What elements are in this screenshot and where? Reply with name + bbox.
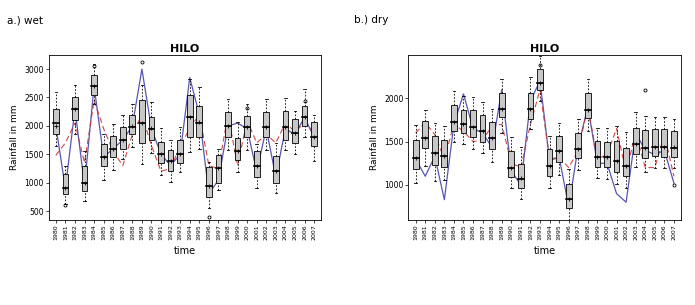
Bar <box>423 121 428 148</box>
Text: a.) wet: a.) wet <box>7 15 43 25</box>
Bar <box>518 164 524 188</box>
Bar <box>91 75 97 95</box>
Bar <box>528 93 533 119</box>
Bar <box>244 116 250 137</box>
Bar <box>187 95 193 137</box>
Bar <box>225 112 231 137</box>
Bar <box>566 184 571 208</box>
Bar <box>441 140 447 167</box>
Bar <box>499 93 505 117</box>
Bar <box>642 130 648 158</box>
Bar <box>537 69 543 90</box>
Bar <box>149 117 154 140</box>
Bar <box>197 106 202 137</box>
Y-axis label: Rainfall in mm: Rainfall in mm <box>10 105 19 170</box>
Bar <box>311 122 317 146</box>
Bar <box>480 115 486 142</box>
Bar <box>556 135 562 162</box>
Bar <box>215 156 221 183</box>
Title: HILO: HILO <box>530 44 559 54</box>
Bar <box>471 110 476 137</box>
Bar <box>614 141 619 172</box>
Bar <box>273 156 279 183</box>
Bar <box>489 122 495 149</box>
Bar <box>451 105 457 131</box>
Bar <box>206 167 212 197</box>
Bar <box>167 150 174 171</box>
Bar <box>254 151 259 177</box>
Bar <box>509 151 514 177</box>
Bar <box>671 131 677 157</box>
Bar <box>101 144 106 166</box>
Bar <box>120 127 126 149</box>
Bar <box>263 112 269 137</box>
Bar <box>292 119 298 143</box>
Bar <box>575 133 581 158</box>
X-axis label: time: time <box>174 246 196 256</box>
Bar <box>547 149 553 176</box>
Bar <box>594 141 600 167</box>
Bar <box>111 136 116 157</box>
Bar <box>139 100 145 143</box>
Bar <box>623 148 629 176</box>
Text: b.) dry: b.) dry <box>354 15 389 25</box>
Bar <box>177 140 183 163</box>
Bar <box>662 129 667 157</box>
Bar <box>632 128 639 154</box>
Bar <box>461 109 466 133</box>
Title: HILO: HILO <box>170 44 199 54</box>
Bar <box>283 110 288 140</box>
Bar <box>413 140 418 169</box>
Bar <box>604 142 610 167</box>
Bar <box>81 166 88 191</box>
Bar <box>72 98 78 120</box>
Bar <box>302 106 307 126</box>
Bar <box>235 138 240 160</box>
X-axis label: time: time <box>534 246 556 256</box>
Bar <box>63 174 68 194</box>
Bar <box>585 93 591 118</box>
Bar <box>129 115 136 135</box>
Bar <box>652 129 657 156</box>
Bar <box>432 135 438 165</box>
Bar <box>53 109 58 135</box>
Y-axis label: Rainfall in mm: Rainfall in mm <box>370 105 379 170</box>
Bar <box>158 142 164 163</box>
